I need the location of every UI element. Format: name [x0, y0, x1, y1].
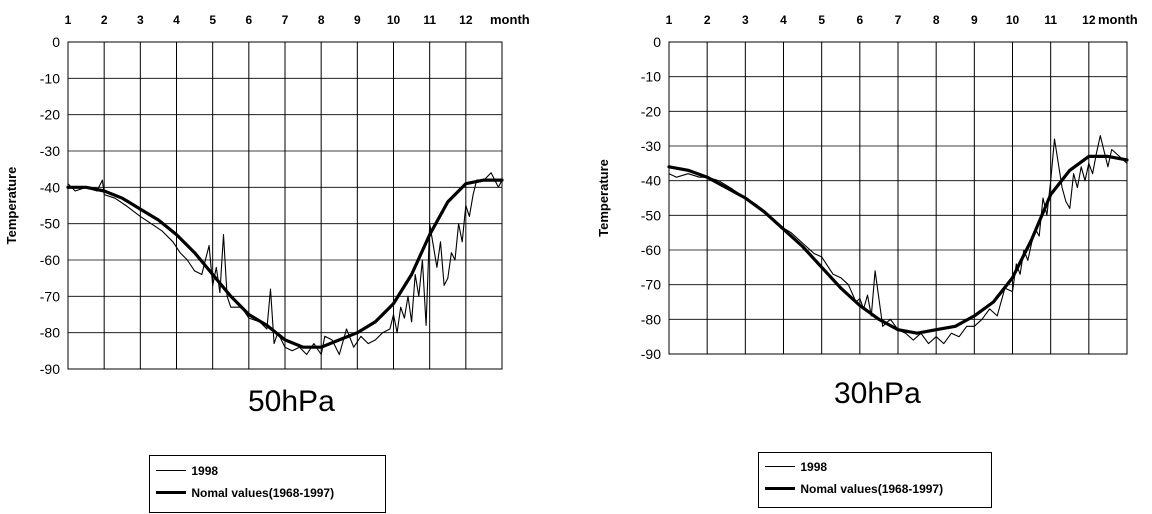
- chart-30hpa: 0-10-20-30-40-50-60-70-80-901 2 3 4 5 6 7 8 9 10 1…: [596, 12, 1138, 362]
- x-tick-label: 2: [101, 13, 108, 27]
- y-tick-label: -60: [40, 252, 60, 268]
- x-tick-label: 11: [1044, 13, 1057, 27]
- chart-legend: 1998 Nomal values(1968-1997): [758, 452, 992, 508]
- legend-swatch-thin: [156, 470, 186, 472]
- y-tick-label: -20: [641, 103, 661, 119]
- x-axis-label: month: [490, 12, 530, 27]
- legend-item-normal: Nomal values(1968-1997): [765, 480, 943, 496]
- legend-label: Nomal values(1968-1997): [191, 485, 335, 500]
- x-tick-label: 3: [137, 13, 144, 27]
- series-line-normal-values: [667, 154, 1129, 335]
- x-tick-label: 1: [666, 13, 673, 27]
- chart-legend: 1998 Nomal values(1968-1997): [149, 455, 386, 513]
- x-tick-label: 10: [387, 13, 401, 27]
- legend-swatch-thin: [765, 466, 795, 468]
- chart-50hpa: 0-10-20-30-40-50-60-70-80-901 2 3 4 5 6 7 8 9 10 1…: [4, 12, 530, 377]
- legend-item-normal: Nomal values(1968-1997): [156, 484, 334, 500]
- y-tick-label: -10: [641, 69, 661, 85]
- legend-swatch-thick: [765, 487, 795, 491]
- y-tick-label: -80: [40, 325, 60, 341]
- chart-title: 30hPa: [834, 377, 921, 410]
- x-tick-label: 7: [895, 13, 902, 27]
- y-axis-label: Temperature: [596, 159, 611, 237]
- chart-panel-50hpa: 0 -10 -20 -30 -40 -50 -60 -70 -80 -90 1 2 3 4 5 6 7 8 9 10 1…: [0, 0, 560, 514]
- x-tick-label: 12: [459, 13, 473, 27]
- x-tick-label: 5: [818, 13, 825, 27]
- x-tick-label: 7: [282, 13, 289, 27]
- y-tick-label: -70: [40, 288, 60, 304]
- series-line-1998: [67, 172, 503, 356]
- x-tick-label: 9: [354, 13, 361, 27]
- y-tick-label: -10: [40, 70, 60, 86]
- x-tick-label: 2: [704, 13, 711, 27]
- legend-swatch-thick: [156, 491, 186, 495]
- x-tick-label: 3: [742, 13, 749, 27]
- x-tick-label: 11: [423, 13, 436, 27]
- x-tick-label: 9: [971, 13, 978, 27]
- x-tick-label: 6: [245, 13, 252, 27]
- chart-title: 50hPa: [248, 385, 335, 418]
- plot-frame: [67, 41, 503, 370]
- y-tick-label: 0: [653, 34, 661, 50]
- y-tick-label: -30: [641, 138, 661, 154]
- chart-panel-30hpa: 0 -10 -20 -30 -40 -50 -60 -70 -80 -90 1 2 3 4 5 6 7 8 9 10 1…: [590, 0, 1152, 514]
- y-tick-label: -40: [641, 173, 661, 189]
- y-tick-label: -40: [40, 179, 60, 195]
- y-tick-label: -30: [40, 143, 60, 159]
- y-axis-label: Temperature: [4, 167, 19, 245]
- x-tick-label: 8: [933, 13, 940, 27]
- series-line-normal-values: [66, 178, 504, 349]
- y-tick-label: -50: [40, 216, 60, 232]
- y-tick-label: -90: [40, 361, 60, 377]
- y-tick-label: -70: [641, 277, 661, 293]
- y-tick-label: -20: [40, 107, 60, 123]
- x-tick-label: 10: [1006, 13, 1020, 27]
- y-tick-label: -60: [641, 242, 661, 258]
- plot-frame: [668, 41, 1128, 355]
- y-tick-label: -90: [641, 346, 661, 362]
- x-tick-label: 6: [856, 13, 863, 27]
- x-tick-label: 12: [1082, 13, 1096, 27]
- legend-item-1998: 1998: [156, 462, 218, 478]
- x-tick-label: 4: [173, 13, 180, 27]
- legend-item-1998: 1998: [765, 458, 827, 474]
- series-line-1998: [668, 135, 1128, 345]
- legend-label: 1998: [191, 463, 219, 478]
- x-tick-label: 8: [318, 13, 325, 27]
- y-tick-label: 0: [52, 34, 60, 50]
- x-tick-label: 4: [780, 13, 787, 27]
- legend-label: Nomal values(1968-1997): [800, 481, 944, 496]
- x-tick-label: 5: [209, 13, 216, 27]
- x-tick-label: 1: [65, 13, 72, 27]
- x-axis-label: month: [1098, 12, 1138, 27]
- y-tick-label: -50: [641, 207, 661, 223]
- y-tick-label: -80: [641, 311, 661, 327]
- legend-label: 1998: [800, 459, 828, 474]
